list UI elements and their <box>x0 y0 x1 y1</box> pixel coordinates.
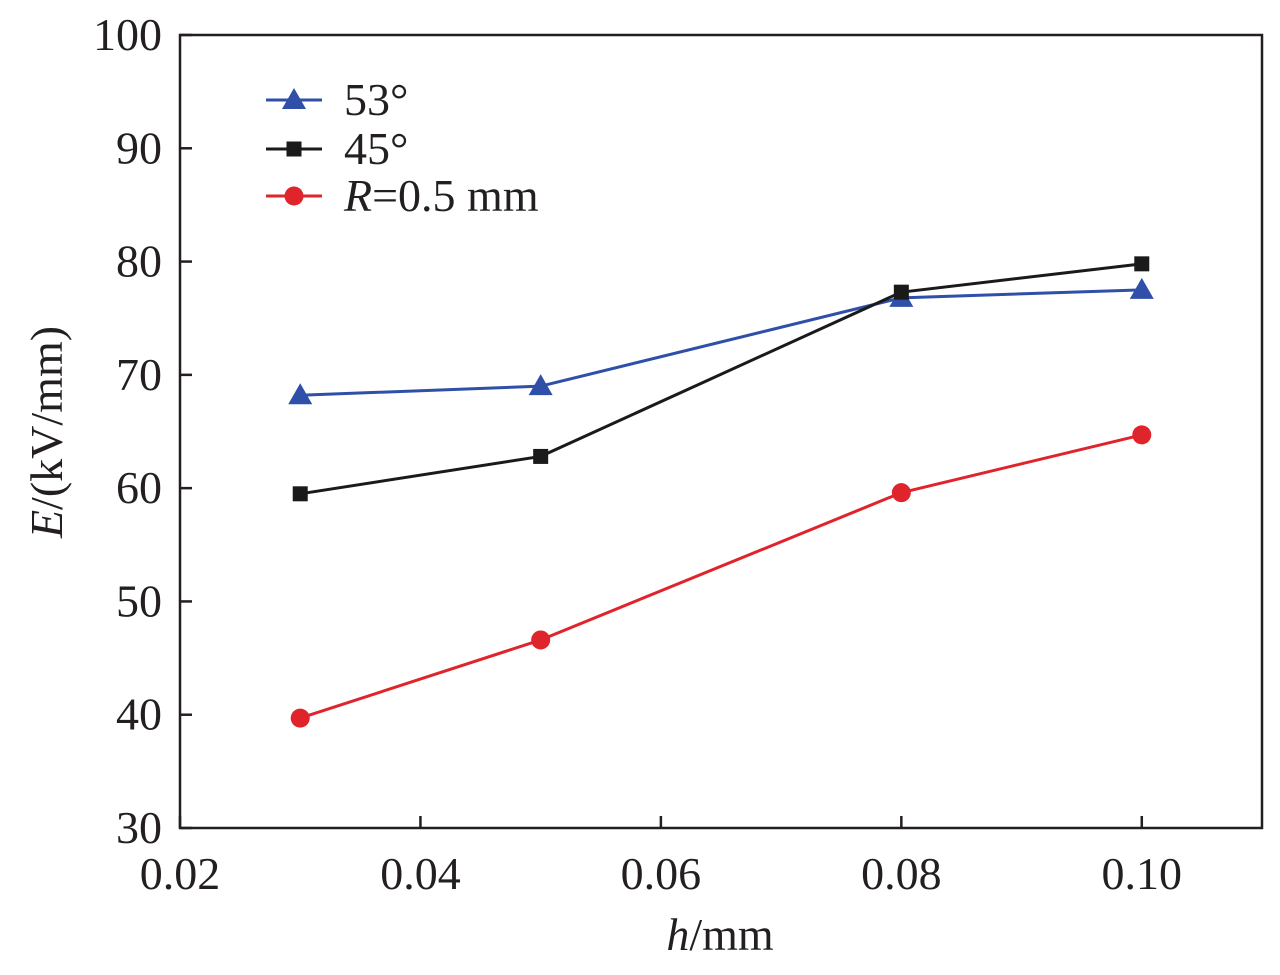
series-line <box>299 262 1142 496</box>
y-tick-label: 60 <box>116 462 162 513</box>
y-tick-label: 70 <box>116 349 162 400</box>
legend-label: R=0.5 mm <box>343 170 539 221</box>
y-tick-label: 30 <box>116 802 162 853</box>
x-axis-label: h/mm <box>666 909 774 960</box>
x-tick-label: 0.10 <box>1102 848 1183 899</box>
legend-item: 53° <box>266 74 408 125</box>
x-tick-label: 0.04 <box>380 848 461 899</box>
plot-frame <box>178 33 1264 830</box>
series-layer <box>288 256 1154 728</box>
legend-marker <box>284 186 304 206</box>
data-point <box>528 374 553 396</box>
y-tick-label: 50 <box>116 575 162 626</box>
data-point <box>288 383 313 405</box>
x-axis-label-symbol: h <box>666 909 689 960</box>
data-point <box>1132 425 1152 445</box>
y-tick-label: 40 <box>116 689 162 740</box>
y-axis: 30 40 50 60 70 80 90 100 <box>93 9 192 853</box>
series-line <box>299 433 1143 720</box>
y-tick-label: 100 <box>93 9 162 60</box>
legend-label: 53° <box>344 74 408 125</box>
y-tick-label: 80 <box>116 236 162 287</box>
x-tick-label: 0.08 <box>861 848 942 899</box>
data-point <box>1129 277 1154 299</box>
x-tick-label: 0.02 <box>140 848 221 899</box>
legend-item: 45° <box>266 123 408 174</box>
x-axis: 0.02 0.04 0.06 0.08 0.10 <box>140 816 1182 899</box>
series-circle <box>290 425 1152 728</box>
data-point <box>290 708 310 728</box>
legend-marker <box>282 88 306 109</box>
data-point <box>533 448 549 464</box>
series-square <box>292 256 1150 502</box>
legend-item: R=0.5 mm <box>266 170 539 221</box>
data-point <box>292 486 308 502</box>
y-tick-label: 90 <box>116 122 162 173</box>
x-axis-label-unit: /mm <box>689 909 774 960</box>
series-triangle <box>288 277 1154 405</box>
data-point <box>893 284 909 300</box>
y-axis-label: E/(kV/mm) <box>21 326 72 539</box>
series-line <box>300 288 1142 397</box>
y-axis-label-unit: /(kV/mm) <box>21 326 72 510</box>
data-point <box>891 483 911 503</box>
y-axis-label-symbol: E <box>21 510 72 539</box>
x-tick-label: 0.06 <box>621 848 702 899</box>
plot-border <box>178 33 1264 830</box>
legend-label: 45° <box>344 123 408 174</box>
legend-marker <box>286 141 302 157</box>
data-point <box>1134 256 1150 272</box>
legend: 53°45°R=0.5 mm <box>266 74 539 221</box>
data-point <box>531 630 551 650</box>
